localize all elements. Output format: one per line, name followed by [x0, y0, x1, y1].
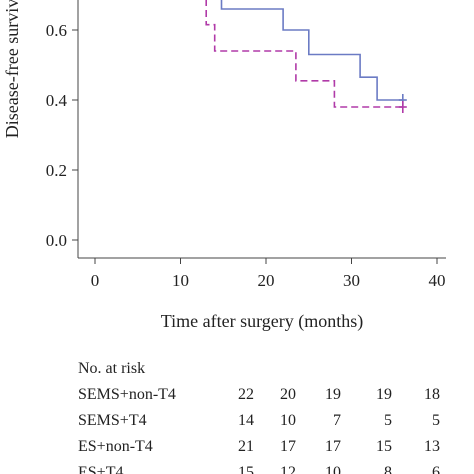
- risk-table: No. at risk SEMS+non-T4 22 20 19 19 18 SEMS+T4 1…: [78, 360, 440, 474]
- risk-row-label: ES+T4: [78, 464, 123, 474]
- x-tick-label: 0: [91, 271, 100, 290]
- risk-count: 10: [280, 412, 296, 429]
- x-tick-label: 20: [258, 271, 275, 290]
- risk-count: 8: [384, 464, 392, 474]
- x-tick-label: 10: [172, 271, 189, 290]
- risk-count: 10: [325, 464, 341, 474]
- risk-count: 13: [424, 438, 440, 455]
- risk-count: 22: [238, 386, 254, 403]
- risk-row-label: SEMS+non-T4: [78, 386, 176, 403]
- risk-count: 5: [384, 412, 392, 429]
- survival-curve-1: [220, 0, 403, 101]
- risk-count: 21: [238, 438, 254, 455]
- risk-count: 12: [280, 464, 296, 474]
- risk-count: 14: [238, 412, 254, 429]
- risk-count: 19: [325, 386, 341, 403]
- survival-curve-2: [205, 0, 403, 108]
- y-tick-label: 0.6: [46, 21, 67, 40]
- axes: 0.0 0.2 0.4 0.6 0 10 20 30 40: [46, 0, 446, 290]
- risk-count: 15: [376, 438, 392, 455]
- risk-count: 15: [238, 464, 254, 474]
- risk-count: 20: [280, 386, 296, 403]
- risk-count: 19: [376, 386, 392, 403]
- risk-row-label: ES+non-T4: [78, 438, 153, 455]
- risk-count: 6: [432, 464, 440, 474]
- x-tick-label: 40: [429, 271, 446, 290]
- risk-count: 18: [424, 386, 440, 403]
- risk-count: 17: [280, 438, 296, 455]
- x-axis-title: Time after surgery (months): [161, 311, 363, 332]
- x-tick-label: 30: [343, 271, 360, 290]
- y-tick-label: 0.2: [46, 161, 67, 180]
- y-tick-label: 0.4: [46, 91, 68, 110]
- risk-row-label: SEMS+T4: [78, 412, 147, 429]
- risk-count: 7: [333, 412, 341, 429]
- survival-curves: [205, 0, 407, 113]
- y-tick-label: 0.0: [46, 231, 67, 250]
- risk-count: 5: [432, 412, 440, 429]
- y-axis-title: Disease-free survival: [2, 0, 22, 138]
- risk-table-title: No. at risk: [78, 360, 145, 377]
- risk-count: 17: [325, 438, 341, 455]
